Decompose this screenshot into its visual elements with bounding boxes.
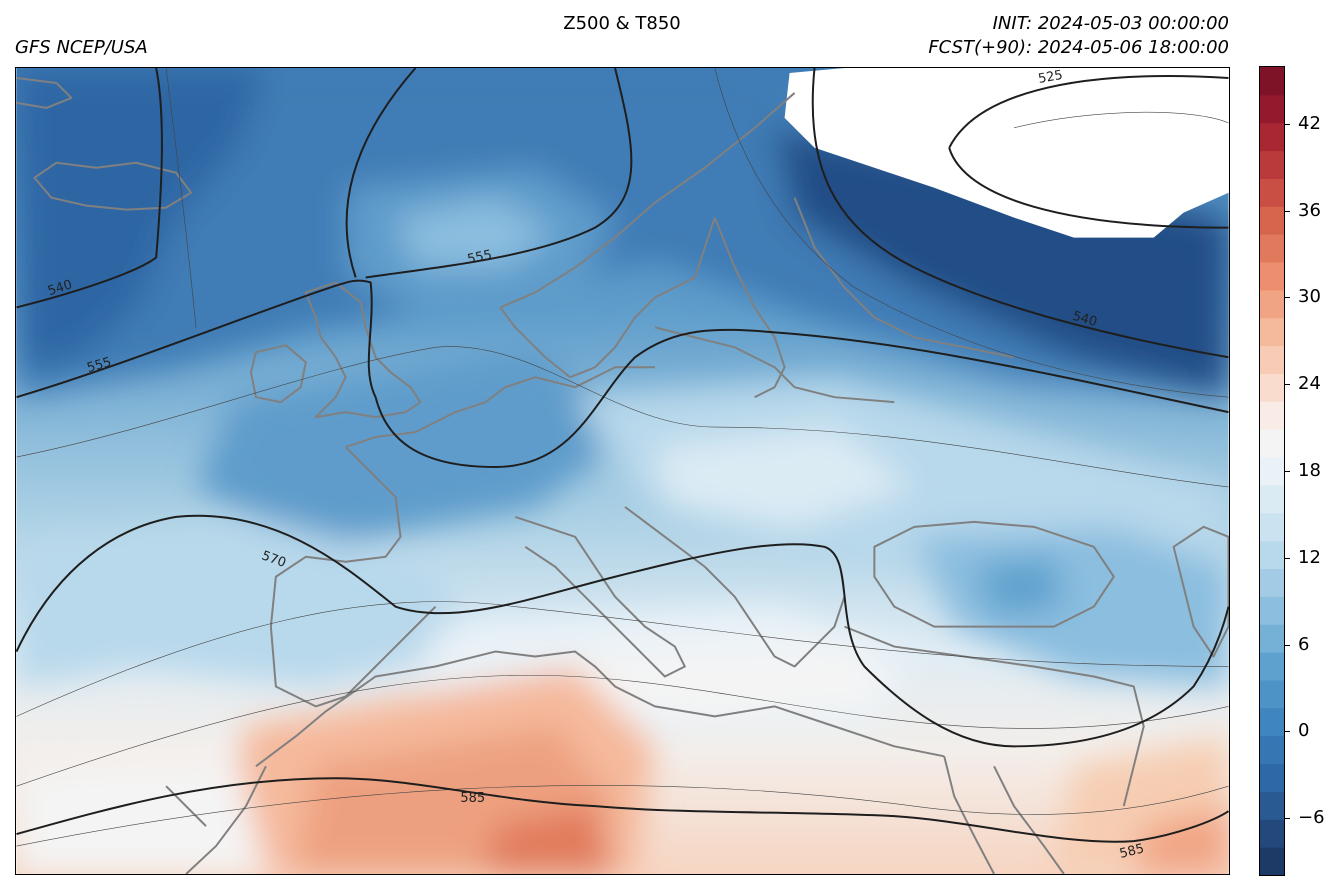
colorbar-tick-label: 12 (1298, 546, 1321, 568)
colorbar-tick-mark (1285, 297, 1290, 299)
colorbar-tick-label: 42 (1298, 112, 1321, 134)
colorbar-level (1260, 373, 1284, 402)
colorbar-tick-label: 36 (1298, 199, 1321, 221)
forecast-time: FCST(+90): 2024-05-06 18:00:00 (928, 37, 1229, 58)
colorbar-level (1260, 317, 1284, 347)
colorbar-level (1260, 512, 1284, 542)
temperature-field (16, 68, 1229, 874)
colorbar-tick-mark (1285, 471, 1290, 472)
colorbar-level (1260, 679, 1284, 709)
contour-label-555-north: 555 (466, 248, 493, 268)
colorbar-level (1260, 596, 1284, 625)
colorbar-level (1260, 401, 1284, 430)
colorbar (1259, 66, 1285, 876)
colorbar-level (1260, 457, 1284, 486)
colorbar-level (1260, 178, 1284, 207)
contour-label-540-west: 540 (46, 277, 74, 299)
colorbar-level (1260, 819, 1284, 848)
thin-contours (16, 68, 1229, 847)
colorbar-level (1260, 484, 1284, 514)
colorbar-tick-mark (1285, 644, 1290, 646)
colorbar-tick-mark (1285, 731, 1290, 733)
colorbar-level (1260, 540, 1284, 570)
colorbar-level (1260, 624, 1284, 653)
contour-labels: 525 540 540 555 555 570 585 585 (46, 68, 1146, 862)
colorbar-tick-label: 30 (1298, 286, 1321, 308)
colorbar-tick-mark (1285, 123, 1290, 125)
contour-label-540-east: 540 (1071, 309, 1099, 330)
colorbar-level (1260, 763, 1284, 792)
colorbar-level (1260, 150, 1284, 179)
map-panel: 525 540 540 555 555 570 585 585 (15, 67, 1230, 875)
main-contours (16, 68, 1229, 843)
colorbar-tick-label: 24 (1298, 373, 1321, 395)
colorbar-level (1260, 791, 1284, 820)
colorbar-level (1260, 345, 1284, 374)
colorbar-level (1260, 234, 1284, 263)
colorbar-tick-mark (1285, 210, 1290, 212)
colorbar-level (1260, 67, 1284, 96)
colorbar-level (1260, 568, 1284, 597)
colorbar-level (1260, 122, 1284, 152)
colorbar-levels (1260, 67, 1284, 875)
colorbar-tick-mark (1285, 818, 1290, 820)
colorbar-level (1260, 707, 1284, 737)
colorbar-tick-mark (1285, 557, 1290, 559)
colorbar-level (1260, 94, 1284, 124)
temperature-map: 525 540 540 555 555 570 585 585 (16, 68, 1229, 874)
colorbar-level (1260, 206, 1284, 235)
init-time: INIT: 2024-05-03 00:00:00 (992, 13, 1229, 34)
colorbar-tick-mark (1285, 384, 1290, 386)
colorbar-level (1260, 262, 1284, 291)
colorbar-level (1260, 652, 1284, 681)
contour-label-585-east: 585 (1118, 841, 1146, 862)
model-source: GFS NCEP/USA (15, 37, 148, 58)
colorbar-level (1260, 289, 1284, 319)
colorbar-ticks: 42 36 30 24 18 12 6 0 −6 (1285, 66, 1344, 876)
contour-label-585-center: 585 (460, 791, 485, 806)
colorbar-tick-label: 0 (1298, 720, 1310, 742)
colorbar-tick-label: 6 (1298, 633, 1310, 655)
colorbar-tick-label: 18 (1298, 460, 1321, 481)
colorbar-level (1260, 735, 1284, 765)
chart-title: Z500 & T850 (563, 13, 681, 34)
contour-label-525: 525 (1037, 68, 1064, 87)
colorbar-level (1260, 429, 1284, 458)
colorbar-level (1260, 847, 1284, 875)
contour-label-555-west: 555 (85, 355, 113, 376)
colorbar-tick-label: −6 (1298, 807, 1325, 829)
